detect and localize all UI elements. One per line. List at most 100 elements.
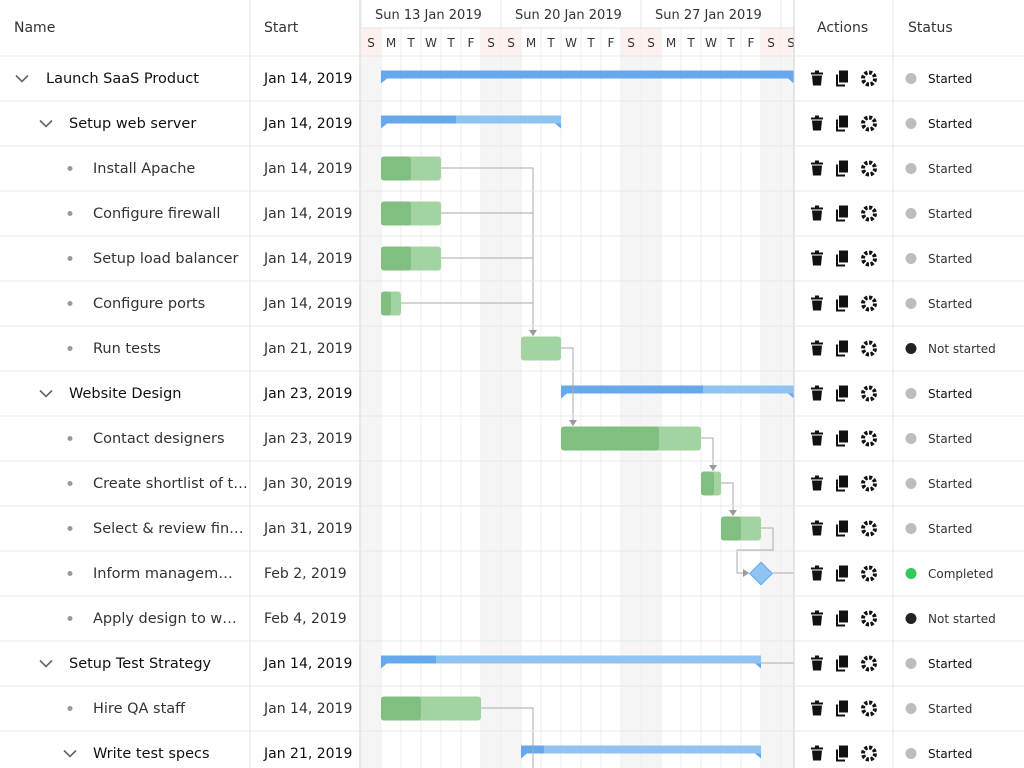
column-header[interactable]: Name: [14, 20, 56, 36]
copy-button[interactable]: [836, 70, 848, 87]
delete-button[interactable]: [811, 250, 823, 266]
copy-button[interactable]: [836, 745, 848, 762]
status-label: Not started: [928, 611, 996, 626]
settings-button[interactable]: [861, 475, 877, 492]
task-name[interactable]: Select & review fin…: [93, 520, 244, 537]
bullet: [67, 211, 73, 216]
settings-button[interactable]: [861, 655, 877, 672]
start-date: Jan 31, 2019: [264, 520, 353, 537]
weekend-shade: [501, 56, 521, 768]
copy-button[interactable]: [836, 385, 848, 402]
settings-button[interactable]: [861, 250, 877, 267]
settings-button[interactable]: [861, 745, 877, 762]
dependency-line: [701, 437, 714, 471]
milestone[interactable]: [748, 561, 774, 586]
delete-button[interactable]: [811, 205, 823, 221]
task-name[interactable]: Install Apache: [93, 160, 196, 177]
settings-button[interactable]: [861, 115, 877, 132]
status-label: Started: [928, 296, 973, 311]
week-label: Sun 27 Jan 2019: [655, 8, 762, 23]
delete-button[interactable]: [811, 385, 823, 401]
task-progress: [381, 696, 421, 721]
delete-button[interactable]: [811, 295, 823, 311]
settings-button[interactable]: [861, 520, 877, 537]
day-label: F: [468, 36, 475, 50]
task-name[interactable]: Write test specs: [93, 745, 210, 762]
settings-button[interactable]: [861, 385, 877, 402]
dependency-line: [561, 347, 574, 426]
task-bar[interactable]: [521, 336, 561, 361]
expand-toggle[interactable]: [39, 119, 53, 128]
copy-button[interactable]: [836, 205, 848, 222]
task-name[interactable]: Setup web server: [69, 115, 197, 132]
task-name[interactable]: Create shortlist of t…: [93, 475, 248, 492]
delete-button[interactable]: [811, 160, 823, 176]
settings-button[interactable]: [861, 295, 877, 312]
task-name[interactable]: Website Design: [69, 385, 182, 402]
delete-button[interactable]: [811, 745, 823, 761]
copy-button[interactable]: [836, 520, 848, 537]
day-label: M: [666, 36, 676, 50]
delete-button[interactable]: [811, 520, 823, 536]
expand-toggle[interactable]: [63, 749, 77, 758]
task-progress: [701, 471, 714, 496]
column-header[interactable]: Start: [264, 20, 299, 36]
delete-button[interactable]: [811, 340, 823, 356]
settings-button[interactable]: [861, 205, 877, 222]
delete-button[interactable]: [811, 655, 823, 671]
copy-button[interactable]: [836, 700, 848, 717]
copy-button[interactable]: [836, 160, 848, 177]
summary-progress: [561, 385, 703, 394]
summary-bar[interactable]: [381, 115, 561, 124]
copy-button[interactable]: [836, 655, 848, 672]
delete-button[interactable]: [811, 700, 823, 716]
settings-button[interactable]: [861, 610, 877, 627]
copy-button[interactable]: [836, 565, 848, 582]
expand-toggle[interactable]: [39, 389, 53, 398]
task-name[interactable]: Launch SaaS Product: [46, 70, 199, 87]
week-label: Sun 13 Jan 2019: [375, 8, 482, 23]
settings-button[interactable]: [861, 160, 877, 177]
summary-bar[interactable]: [521, 745, 761, 754]
copy-button[interactable]: [836, 430, 848, 447]
expand-toggle[interactable]: [39, 659, 53, 668]
settings-button[interactable]: [861, 565, 877, 582]
delete-button[interactable]: [811, 565, 823, 581]
settings-button[interactable]: [861, 340, 877, 357]
start-date: Feb 2, 2019: [264, 565, 347, 582]
task-name[interactable]: Apply design to w…: [93, 610, 237, 627]
settings-button[interactable]: [861, 430, 877, 447]
copy-button[interactable]: [836, 475, 848, 492]
task-name[interactable]: Hire QA staff: [93, 700, 186, 717]
status-label: Started: [928, 71, 973, 86]
status-label: Started: [928, 746, 973, 761]
copy-button[interactable]: [836, 115, 848, 132]
task-name[interactable]: Setup Test Strategy: [69, 655, 212, 672]
task-name[interactable]: Configure firewall: [93, 205, 221, 222]
copy-button[interactable]: [836, 250, 848, 267]
start-date: Jan 21, 2019: [264, 340, 353, 357]
copy-button[interactable]: [836, 610, 848, 627]
task-name[interactable]: Contact designers: [93, 430, 225, 447]
settings-button[interactable]: [861, 70, 877, 87]
delete-button[interactable]: [811, 115, 823, 131]
copy-button[interactable]: [836, 295, 848, 312]
settings-button[interactable]: [861, 700, 877, 717]
expand-toggle[interactable]: [15, 74, 29, 83]
task-name[interactable]: Inform managem…: [93, 565, 233, 582]
delete-button[interactable]: [811, 475, 823, 491]
task-name[interactable]: Run tests: [93, 340, 161, 357]
task-progress: [381, 246, 411, 271]
task-name[interactable]: Setup load balancer: [93, 250, 239, 267]
copy-button[interactable]: [836, 340, 848, 357]
delete-button[interactable]: [811, 610, 823, 626]
weekend-header: [361, 28, 381, 56]
delete-button[interactable]: [811, 430, 823, 446]
delete-button[interactable]: [811, 70, 823, 86]
task-name[interactable]: Configure ports: [93, 295, 206, 312]
day-label: S: [507, 36, 515, 50]
column-header[interactable]: Status: [908, 20, 953, 36]
day-label: S: [627, 36, 635, 50]
summary-bar[interactable]: [381, 655, 761, 664]
